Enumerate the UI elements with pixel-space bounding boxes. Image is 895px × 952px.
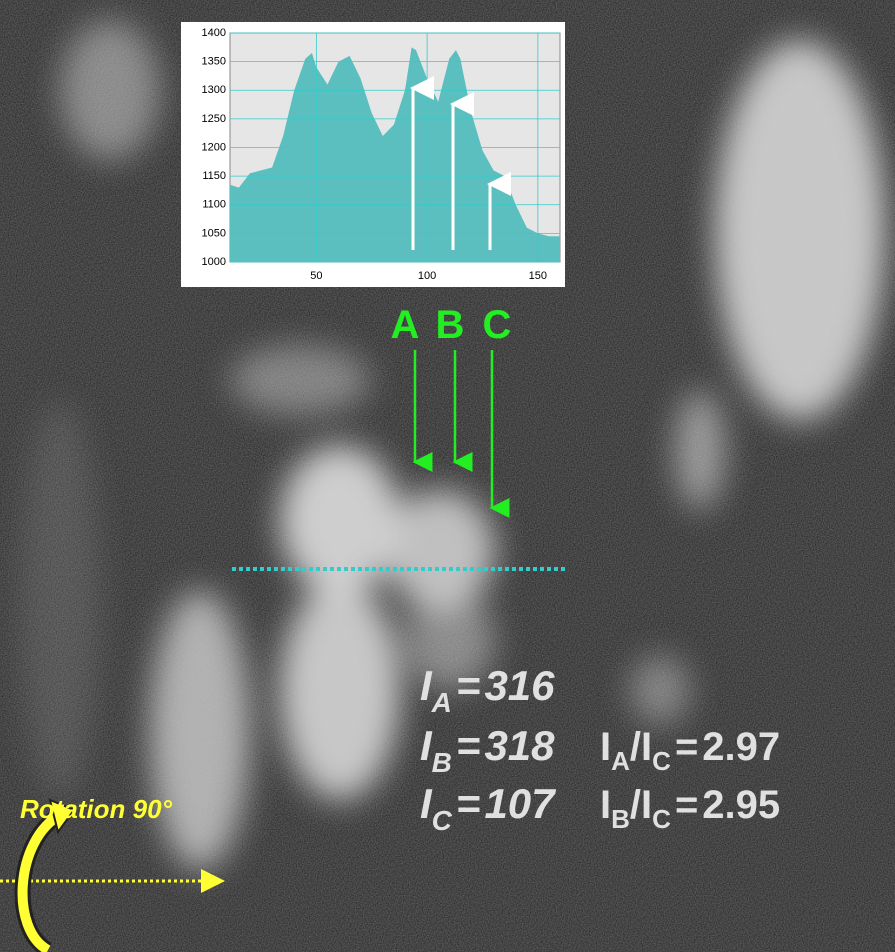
y-tick-label: 1250 [202, 113, 226, 125]
equals: = [456, 722, 481, 769]
y-tick-label: 1100 [202, 199, 226, 211]
value: 2.97 [702, 725, 780, 769]
y-tick-label: 1300 [202, 84, 226, 96]
peak-label: B [436, 303, 465, 347]
numerator: I [600, 783, 611, 827]
peak-label: C [483, 303, 512, 347]
denominator: I [641, 725, 652, 769]
y-tick-label: 1150 [202, 170, 226, 182]
y-tick-label: 1350 [202, 56, 226, 68]
subscript: C [652, 804, 671, 834]
subscript: C [652, 746, 671, 776]
denominator: I [641, 783, 652, 827]
peak-label: A [391, 303, 420, 347]
value: 318 [484, 722, 555, 769]
y-tick-label: 1200 [202, 141, 226, 153]
equals: = [456, 662, 481, 709]
equals: = [675, 725, 698, 769]
value: 2.95 [702, 783, 780, 827]
value: 107 [484, 780, 556, 827]
y-tick-label: 1000 [202, 256, 226, 268]
numerator: I [600, 725, 611, 769]
histogram-inset: 1000 1050 1100 1150 1200 1250 1300 1350 1400 50 10… [181, 22, 565, 287]
subscript: C [432, 805, 453, 836]
x-tick-label: 100 [418, 270, 436, 282]
divide: / [630, 783, 641, 827]
x-tick-label: 50 [310, 270, 322, 282]
y-tick-label: 1400 [202, 27, 226, 39]
subscript: B [611, 804, 630, 834]
subscript: A [431, 687, 452, 718]
x-tick-label: 150 [529, 270, 547, 282]
figure: A B C Rotation 90° 100010501100115012001… [0, 0, 895, 952]
subscript: B [432, 747, 452, 778]
subscript: A [611, 746, 630, 776]
y-tick-label: 1050 [202, 227, 226, 239]
divide: / [630, 725, 641, 769]
equals: = [675, 783, 698, 827]
equals: = [456, 780, 481, 827]
value: 316 [484, 662, 555, 709]
rotation-label: Rotation 90° [20, 794, 173, 824]
